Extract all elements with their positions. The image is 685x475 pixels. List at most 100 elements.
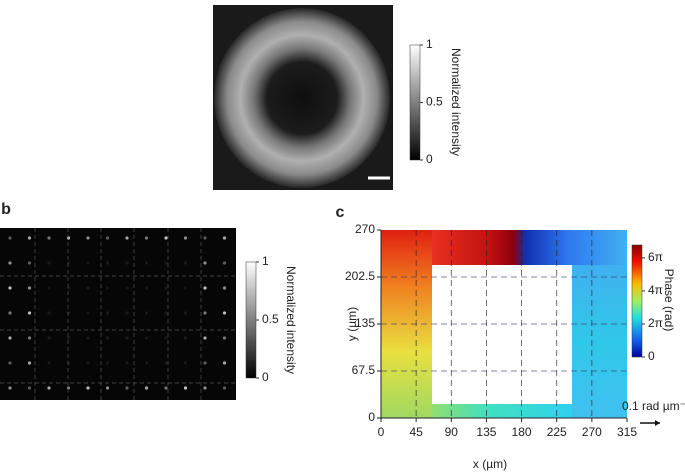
ring	[214, 8, 390, 188]
spot	[27, 361, 32, 365]
spot	[183, 261, 188, 265]
colorbar-tick-label: 0	[648, 349, 655, 363]
spot	[203, 361, 207, 365]
x-axis-title: x (µm)	[473, 457, 507, 471]
spot	[8, 261, 12, 265]
colorbar-tick-label: 6π	[648, 250, 663, 264]
phase-region	[572, 265, 627, 418]
colorbar-tick-label: 0	[426, 152, 433, 166]
spot	[86, 236, 90, 240]
spot	[144, 261, 149, 265]
spot	[27, 336, 32, 340]
spot	[8, 386, 12, 390]
spot	[66, 286, 71, 290]
phase-region	[432, 230, 627, 265]
colorbar	[409, 44, 421, 161]
spot	[164, 236, 168, 240]
spot	[164, 286, 168, 290]
spot	[27, 236, 32, 240]
spot	[66, 386, 71, 390]
colorbar-tick-label: 2π	[648, 316, 663, 330]
y-tick-label: 202.5	[345, 269, 375, 283]
colorbar-title: Normalized intensity	[284, 266, 298, 374]
x-tick-label: 270	[582, 425, 602, 439]
spot	[105, 311, 110, 315]
spot	[47, 236, 51, 240]
spot	[164, 261, 168, 265]
spots	[0, 228, 236, 400]
spot	[164, 336, 168, 340]
spot	[144, 311, 149, 315]
spot	[164, 386, 168, 390]
spot	[144, 361, 149, 365]
spot	[144, 286, 149, 290]
spot	[203, 311, 207, 315]
spot	[203, 286, 207, 290]
spot	[66, 361, 71, 365]
spot	[86, 286, 90, 290]
spot	[125, 236, 129, 240]
spot	[222, 361, 227, 365]
spot	[86, 336, 90, 340]
x-tick-label: 315	[617, 425, 637, 439]
y-tick-label: 270	[355, 222, 375, 236]
spot-image	[0, 228, 236, 400]
y-tick-label: 0	[368, 410, 375, 424]
spot	[144, 336, 149, 340]
spot	[47, 286, 51, 290]
spot	[8, 336, 12, 340]
y-tick-label: 135	[355, 316, 375, 330]
colorbar-tick-label: 1	[426, 37, 433, 51]
spot	[125, 336, 129, 340]
x-tick-label: 45	[409, 425, 423, 439]
spot	[144, 386, 149, 390]
colorbar-tick-label: 0.5	[262, 312, 279, 326]
spot	[125, 361, 129, 365]
spot	[183, 336, 188, 340]
spot	[203, 261, 207, 265]
spot	[66, 236, 71, 240]
spot	[203, 336, 207, 340]
spot	[105, 261, 110, 265]
spot	[105, 386, 110, 390]
spot	[183, 386, 188, 390]
spot	[105, 236, 110, 240]
spot	[66, 336, 71, 340]
y-tick-label: 67.5	[352, 363, 376, 377]
spot	[47, 386, 51, 390]
scale-label: 0.1 rad µm⁻¹	[622, 399, 685, 413]
x-tick-label: 225	[547, 425, 567, 439]
spot	[125, 286, 129, 290]
spot	[27, 286, 32, 290]
x-tick-label: 180	[512, 425, 532, 439]
panel-label: c	[336, 204, 345, 221]
spot	[222, 286, 227, 290]
spot	[47, 336, 51, 340]
colorbar-title: Phase (rad)	[662, 269, 676, 332]
spot	[144, 236, 149, 240]
spot	[222, 261, 227, 265]
spot	[27, 261, 32, 265]
spot	[203, 386, 207, 390]
colorbar-tick-label: 4π	[648, 283, 663, 297]
colorbar-tick-label: 1	[262, 254, 269, 268]
panel-label: b	[1, 201, 11, 218]
colorbar-tick-label: 0	[262, 370, 269, 384]
spot	[86, 311, 90, 315]
spot	[183, 286, 188, 290]
spot	[8, 236, 12, 240]
colorbar	[245, 261, 257, 379]
spot	[86, 386, 90, 390]
spot	[203, 236, 207, 240]
spot	[222, 386, 227, 390]
spot	[27, 386, 32, 390]
spot	[66, 261, 71, 265]
spot	[86, 361, 90, 365]
spot	[125, 261, 129, 265]
spot	[86, 261, 90, 265]
spot	[183, 236, 188, 240]
spot	[183, 361, 188, 365]
spot	[125, 311, 129, 315]
spot	[105, 361, 110, 365]
spot	[8, 311, 12, 315]
